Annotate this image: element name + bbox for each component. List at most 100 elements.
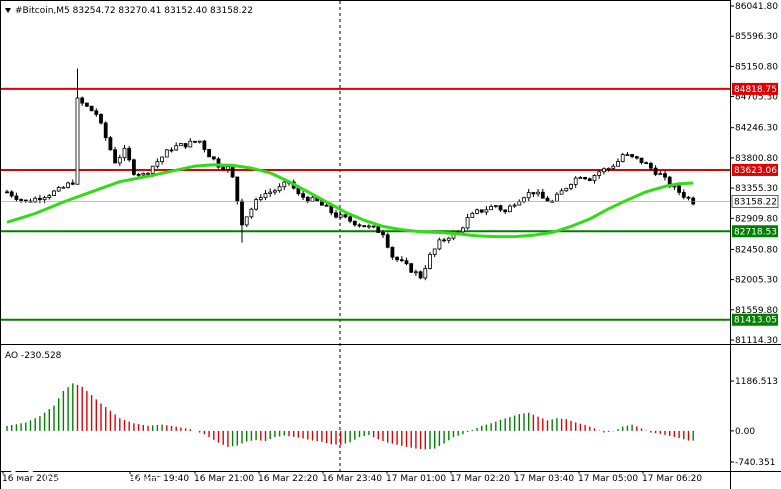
candle-body [592,175,597,182]
candle-body [413,271,418,274]
candle-body [583,177,587,180]
candle-body [418,271,423,279]
candle-body [366,225,371,228]
header-info: #Bitcoin,M5 83254.72 83270.41 83152.40 8… [5,6,253,361]
candle-body [555,193,559,202]
candle-body [573,177,578,185]
candle-body [197,140,202,143]
candle-body [338,214,343,218]
candle-body [517,201,522,206]
candle-body [536,191,540,195]
candle-body [587,178,592,182]
level-badge-label: 82718.53 [734,227,777,237]
candle-body [146,172,150,175]
candle-body [108,137,113,151]
candle-body [207,149,212,158]
candle-body [178,143,183,147]
ao-info-text: AO -230.528 [5,351,62,361]
instaforex-watermark: instaforex Instant Forex Trading [7,447,180,486]
candle-body [42,197,47,201]
candle-body [38,197,42,201]
candle-body [221,166,226,170]
price-tick-label: 83800.80 [735,154,778,164]
candle-body [597,171,602,176]
price-tick-label: 82909.80 [735,214,778,224]
candle-body [681,191,686,198]
time-tick-label: 16 Mar 22:20 [258,474,318,484]
candle-body [23,199,28,202]
candle-body [14,195,19,200]
price-tick-label: 82450.80 [735,245,778,255]
candle-body [52,190,56,196]
ao-tick-label: -740.351 [735,458,775,468]
instaforex-logo-icon [7,447,37,477]
candle-body [606,167,611,170]
candle-body [677,185,681,193]
price-tick-label: 86041.80 [735,2,778,12]
candle-body [348,216,353,222]
candle-body [334,212,338,218]
candle-body [169,149,174,152]
candle-body [639,157,644,164]
candle-body [352,220,357,226]
candle-body [691,197,696,205]
time-tick-label: 17 Mar 05:00 [578,474,638,484]
candle-body [310,196,315,202]
candle-body [503,209,508,213]
price-axis: 86041.80 85596.30 85150.80 84705.30 84246.30… [730,2,778,346]
candle-body [686,196,691,199]
ao-tick-label: 1186.513 [735,377,778,387]
candle-body [9,191,14,197]
candle-body [559,190,564,195]
candle-body [66,182,70,188]
level-badge-label: 84818.75 [734,85,777,95]
ao-axis: 1186.513 0.00 -740.351 [730,377,778,468]
time-tick-label: 17 Mar 03:40 [514,474,574,484]
candle-body [432,248,437,255]
ao-tick-label: 0.00 [735,427,755,437]
candle-body [634,156,639,159]
candle-body [395,256,400,261]
candle-body [249,208,254,218]
time-tick-label: 16 Mar 21:00 [194,474,254,484]
candle-body [230,166,235,178]
candles [5,68,696,281]
candle-body [33,197,38,203]
candle-body [343,214,348,218]
candle-body [653,167,658,175]
candle-body [498,205,503,211]
candle-body [117,157,122,164]
candle-body [409,263,414,273]
candle-body [371,225,376,228]
candle-body [164,149,169,158]
price-tick-label: 83355.30 [735,184,778,194]
candle-body [484,209,489,213]
candle-body [470,212,475,218]
candle-body [193,140,197,143]
candle-body [428,254,432,269]
current-price-badge [731,195,779,208]
candle-body [404,260,409,265]
candle-body [522,197,526,203]
candle-body [602,168,606,173]
level-badge [732,82,778,95]
current-price-marker: 83158.22 [1,195,779,208]
candle-body [663,173,667,178]
candle-body [620,154,625,162]
time-tick-label: 17 Mar 01:00 [386,474,446,484]
candle-body [611,165,616,169]
candle-body [263,193,268,198]
candle-body [19,199,24,201]
price-tick-label: 84246.30 [735,124,778,134]
price-tick-label: 84705.30 [735,93,778,103]
level-badge [732,163,778,176]
symbol-info-text: #Bitcoin,M5 83254.72 83270.41 83152.40 8… [15,6,253,16]
candle-body [127,147,132,161]
candle-body [540,191,545,199]
candle-body [282,181,287,188]
candle-body [225,166,230,170]
candle-body [122,147,127,159]
candle-body [512,204,517,207]
level-badge-label: 81413.05 [734,316,777,326]
candle-body [362,225,367,228]
